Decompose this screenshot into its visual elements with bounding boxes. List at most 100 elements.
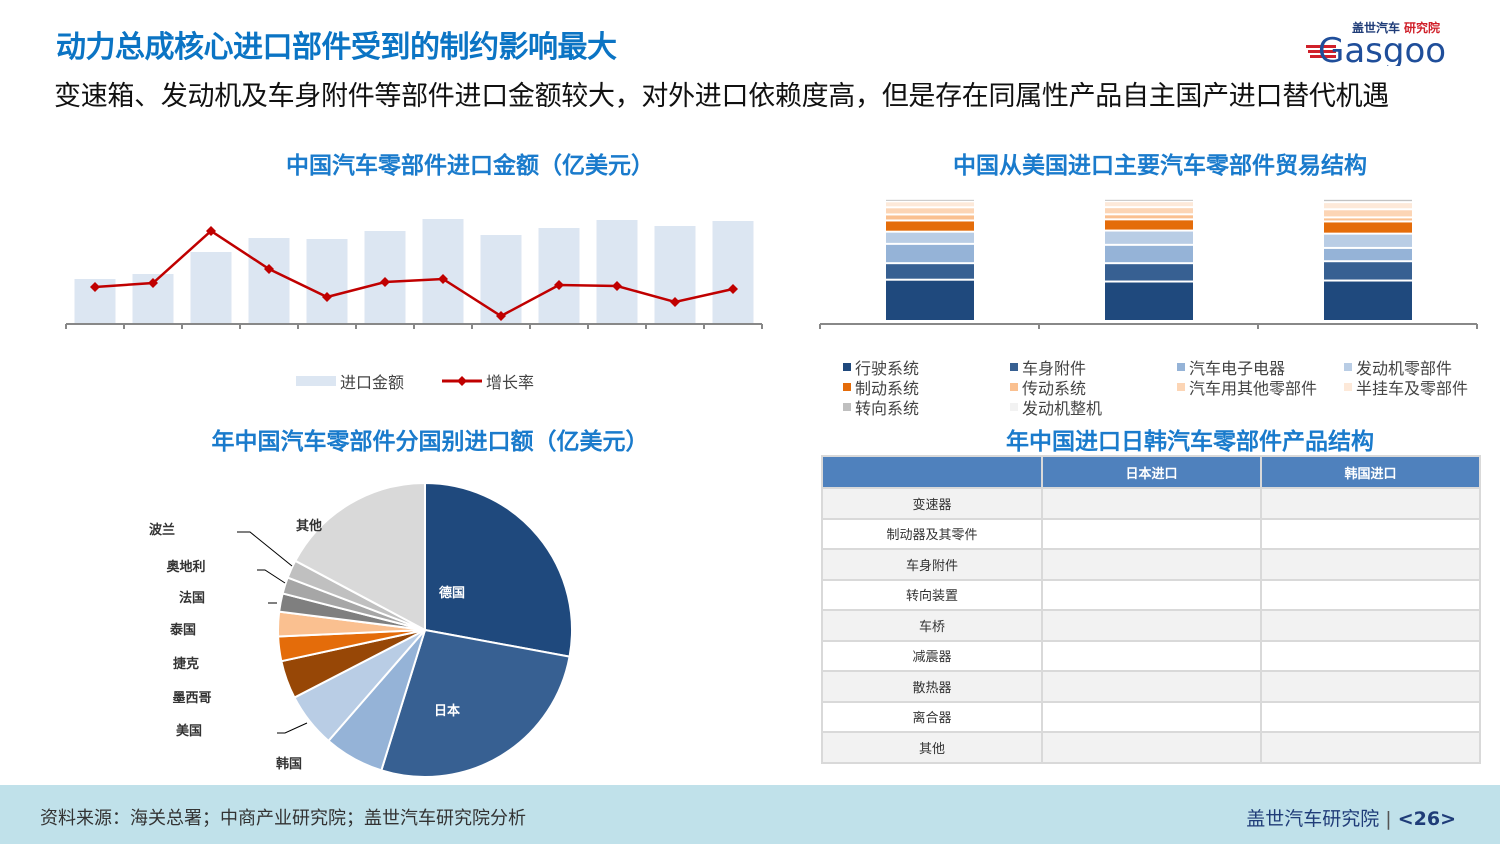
- stacked-segment: [1324, 222, 1412, 233]
- table-cell: [1259, 700, 1482, 733]
- pie-label: 德国: [439, 585, 465, 601]
- pie-label: 奥地利: [166, 559, 205, 575]
- table-row: 车身附件: [821, 548, 1482, 581]
- stacked-segment: [1105, 202, 1193, 207]
- column-header: 日本进口: [1040, 455, 1262, 489]
- pie-slice: [380, 628, 571, 778]
- pie-slice: [293, 481, 426, 632]
- bar-import-amount: [538, 228, 580, 324]
- stacked-segment: [1105, 282, 1193, 320]
- stacked-segment: [1105, 200, 1193, 201]
- stacked-segment: [1324, 203, 1412, 209]
- table-cell: [1040, 700, 1262, 733]
- stacked-segment: [886, 199, 974, 201]
- table-cell: [1259, 609, 1482, 642]
- table-cell: [1040, 731, 1262, 764]
- chart1-title: 中国汽车零部件进口金额（亿美元）: [286, 153, 654, 179]
- pie-label: 泰国: [169, 622, 196, 638]
- stacked-segment: [1324, 200, 1412, 202]
- legend-swatch: [1344, 363, 1352, 371]
- growth-rate-line: [94, 229, 734, 318]
- stacked-segment: [1105, 208, 1193, 214]
- legend-import-amount: 进口金额: [296, 369, 404, 393]
- growth-rate-point: [438, 274, 448, 284]
- stacked-segment: [1324, 262, 1412, 280]
- pie-label: 日本: [434, 703, 460, 719]
- legend-label: 制动系统: [855, 379, 920, 398]
- table-cell: [1040, 670, 1262, 703]
- page-subtitle: 变速箱、发动机及车身附件等部件进口金额较大，对外进口依赖度高，但是存在同属性产品…: [54, 81, 1389, 112]
- table-cell: [1040, 517, 1262, 550]
- stacked-segment: [886, 221, 974, 231]
- bar-import-amount: [712, 221, 754, 324]
- growth-rate-point: [380, 277, 390, 287]
- growth-rate-point: [206, 226, 216, 236]
- table-cell: [1040, 609, 1262, 642]
- column-header: [821, 455, 1043, 489]
- stacked-segment: [886, 244, 974, 263]
- legend-swatch: [843, 383, 851, 391]
- logo-word: Gasgoo: [1318, 31, 1446, 66]
- bar-import-amount: [306, 239, 348, 324]
- import-amount-chart: [65, 219, 763, 329]
- brand-name: 盖世汽车研究院: [1246, 808, 1380, 830]
- table-cell: [1259, 487, 1482, 520]
- table-cell: 车身附件: [821, 548, 1043, 581]
- stacked-segment: [886, 264, 974, 279]
- legend-swatch: [1010, 363, 1018, 371]
- column-header: 韩国进口: [1259, 455, 1482, 489]
- table-row: 转向装置: [821, 578, 1482, 611]
- footer-brand: 盖世汽车研究院 | <26>: [1246, 808, 1456, 830]
- leader-line: [237, 531, 293, 567]
- chart3-title: 年中国汽车零部件分国别进口额（亿美元）: [211, 429, 649, 455]
- legend-label: 发动机零部件: [1356, 359, 1453, 378]
- bar-import-amount: [248, 238, 290, 324]
- bar-import-amount: [422, 219, 464, 324]
- table-cell: 离合器: [821, 700, 1043, 733]
- table-row: 车桥: [821, 609, 1482, 642]
- pie-label: 捷克: [173, 656, 199, 672]
- table-cell: 制动器及其零件: [821, 517, 1043, 550]
- table-row: 散热器: [821, 670, 1482, 703]
- stacked-segment: [1105, 220, 1193, 230]
- stacked-segment: [1324, 281, 1412, 320]
- legend-swatch: [843, 363, 851, 371]
- legend-swatch: [1010, 383, 1018, 391]
- legend-label: 行驶系统: [855, 359, 920, 378]
- legend-label: 车身附件: [1022, 359, 1087, 378]
- table-cell: [1259, 578, 1482, 611]
- leader-line: [257, 569, 286, 584]
- table-title: 年中国进口日韩汽车零部件产品结构: [1006, 429, 1374, 455]
- table-cell: 散热器: [821, 670, 1043, 703]
- legend-swatch: [1344, 383, 1352, 391]
- legend-growth-rate: 增长率: [442, 369, 534, 393]
- stacked-segment: [1324, 234, 1412, 247]
- growth-rate-point: [612, 281, 622, 291]
- legend-label: 转向系统: [855, 399, 920, 418]
- pie-label: 其他: [296, 518, 322, 534]
- table-cell: 其他: [821, 731, 1043, 764]
- stacked-segment: [886, 208, 974, 214]
- growth-rate-point: [90, 282, 100, 292]
- table-cell: 车桥: [821, 609, 1043, 642]
- growth-rate-point: [728, 284, 738, 294]
- legend-swatch: [843, 403, 851, 411]
- pie-label: 墨西哥: [172, 690, 211, 706]
- table-row: 变速器: [821, 487, 1482, 520]
- pie-slice: [424, 481, 573, 658]
- logo-accent: 研究院: [1404, 20, 1440, 35]
- jp-kr-import-table: 日本进口 韩国进口 变速器 制动器及其零件 车身附件 转向装置 车桥 减震器 散热器 离合器 其他: [821, 455, 1482, 764]
- pie-label: 韩国: [276, 756, 302, 772]
- stacked-segment: [886, 200, 974, 201]
- growth-rate-point: [554, 280, 564, 290]
- table-cell: 减震器: [821, 639, 1043, 672]
- stacked-segment: [886, 202, 974, 207]
- bar-import-amount: [654, 226, 696, 324]
- growth-rate-point: [670, 297, 680, 307]
- table-cell: [1259, 731, 1482, 764]
- stacked-segment: [1324, 210, 1412, 217]
- table-row: 离合器: [821, 700, 1482, 733]
- stacked-segment: [1324, 218, 1412, 221]
- bar-import-amount: [190, 252, 232, 324]
- table-cell: 转向装置: [821, 578, 1043, 611]
